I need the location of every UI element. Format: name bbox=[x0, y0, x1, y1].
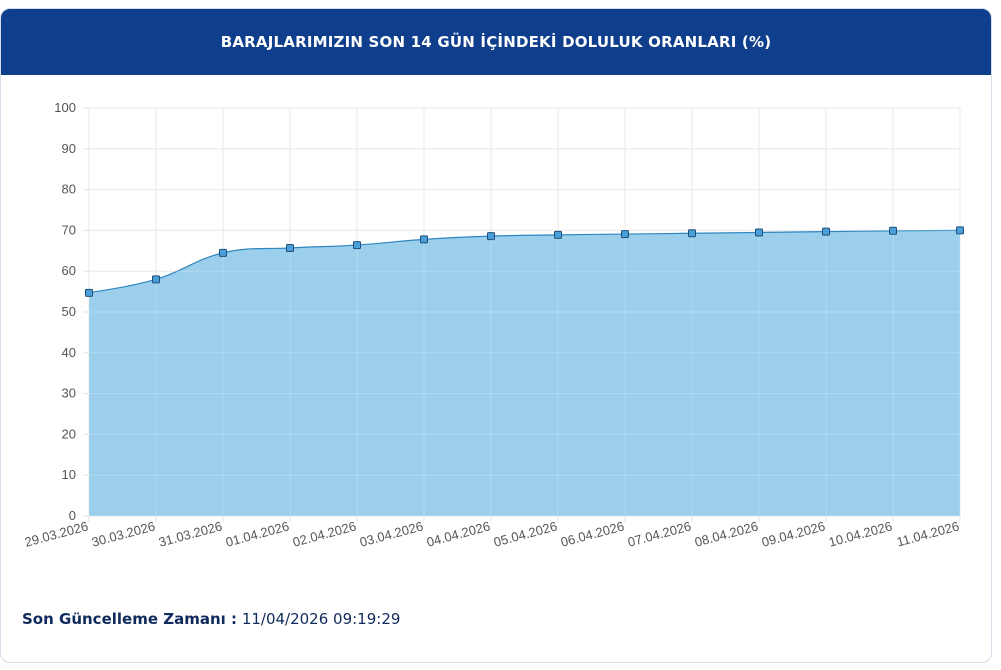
x-tick-label: 08.04.2026 bbox=[693, 518, 760, 549]
data-point bbox=[219, 248, 227, 257]
y-tick-label: 80 bbox=[62, 182, 76, 197]
y-tick-label: 90 bbox=[62, 141, 76, 156]
x-tick-label: 31.03.2026 bbox=[157, 518, 224, 549]
x-tick-label: 09.04.2026 bbox=[760, 518, 827, 549]
last-update: Son Güncelleme Zamanı : 11/04/2026 09:19… bbox=[22, 610, 400, 628]
y-tick-label: 30 bbox=[62, 386, 76, 401]
x-tick-label: 02.04.2026 bbox=[291, 518, 358, 549]
last-update-value: 11/04/2026 09:19:29 bbox=[241, 610, 401, 628]
chart-title: BARAJLARIMIZIN SON 14 GÜN İÇİNDEKİ DOLUL… bbox=[220, 33, 772, 51]
x-tick-label: 29.03.2026 bbox=[23, 518, 90, 549]
data-point bbox=[85, 288, 93, 297]
y-tick-label: 50 bbox=[62, 304, 76, 319]
data-point bbox=[889, 226, 897, 235]
data-point bbox=[152, 275, 160, 284]
data-point bbox=[956, 226, 964, 235]
series-area bbox=[89, 230, 960, 516]
x-tick-label: 11.04.2026 bbox=[895, 518, 961, 549]
data-point bbox=[353, 241, 361, 250]
data-point bbox=[420, 235, 428, 244]
x-tick-label: 07.04.2026 bbox=[626, 518, 693, 549]
data-point bbox=[688, 229, 696, 238]
chart-area: 0 10 20 30 40 50 60 70 80 90 100 29.03.2026 30.03.2… bbox=[23, 100, 964, 550]
card-header: BARAJLARIMIZIN SON 14 GÜN İÇİNDEKİ DOLUL… bbox=[1, 9, 991, 75]
x-tick-label: 06.04.2026 bbox=[559, 518, 626, 549]
x-tick-label: 04.04.2026 bbox=[425, 518, 492, 549]
data-point bbox=[554, 230, 562, 239]
series-line bbox=[88, 229, 961, 294]
y-tick-label: 10 bbox=[62, 467, 76, 482]
y-axis: 0 10 20 30 40 50 60 70 80 90 100 bbox=[54, 100, 76, 523]
data-point bbox=[487, 232, 495, 241]
y-tick-label: 20 bbox=[62, 426, 76, 441]
chart-series bbox=[85, 107, 964, 517]
x-tick-label: 03.04.2026 bbox=[358, 518, 425, 549]
y-tick-label: 0 bbox=[69, 508, 76, 523]
y-tick-label: 40 bbox=[62, 345, 76, 360]
x-tick-label: 05.04.2026 bbox=[492, 518, 559, 549]
data-point bbox=[755, 228, 763, 237]
data-point bbox=[621, 230, 629, 239]
x-tick-label: 10.04.2026 bbox=[827, 518, 894, 549]
y-tick-label: 70 bbox=[62, 222, 76, 237]
x-tick-label: 01.04.2026 bbox=[224, 518, 291, 549]
x-axis: 29.03.2026 30.03.2026 31.03.2026 01.04.2026… bbox=[23, 518, 961, 549]
y-tick-label: 100 bbox=[54, 100, 76, 115]
y-tick-label: 60 bbox=[62, 263, 76, 278]
x-tick-label: 30.03.2026 bbox=[90, 518, 157, 549]
data-point bbox=[822, 227, 830, 236]
last-update-label: Son Güncelleme Zamanı : bbox=[22, 610, 238, 628]
data-point bbox=[286, 243, 294, 252]
